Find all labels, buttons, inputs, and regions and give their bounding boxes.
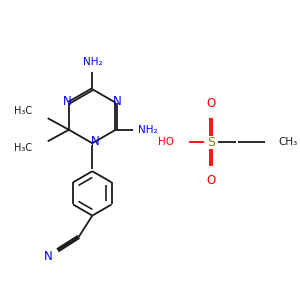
Text: O: O: [206, 97, 216, 110]
Text: NH₂: NH₂: [138, 125, 158, 135]
Text: S: S: [207, 136, 215, 149]
Text: N: N: [113, 95, 122, 108]
Text: H₃C: H₃C: [14, 143, 32, 153]
Text: HO: HO: [158, 137, 174, 147]
Text: N: N: [91, 135, 100, 148]
Text: N: N: [44, 250, 52, 262]
Text: CH₃: CH₃: [278, 137, 298, 147]
Text: O: O: [206, 174, 216, 188]
Text: H₃C: H₃C: [14, 106, 32, 116]
Text: NH₂: NH₂: [83, 57, 103, 67]
Text: N: N: [63, 95, 71, 108]
